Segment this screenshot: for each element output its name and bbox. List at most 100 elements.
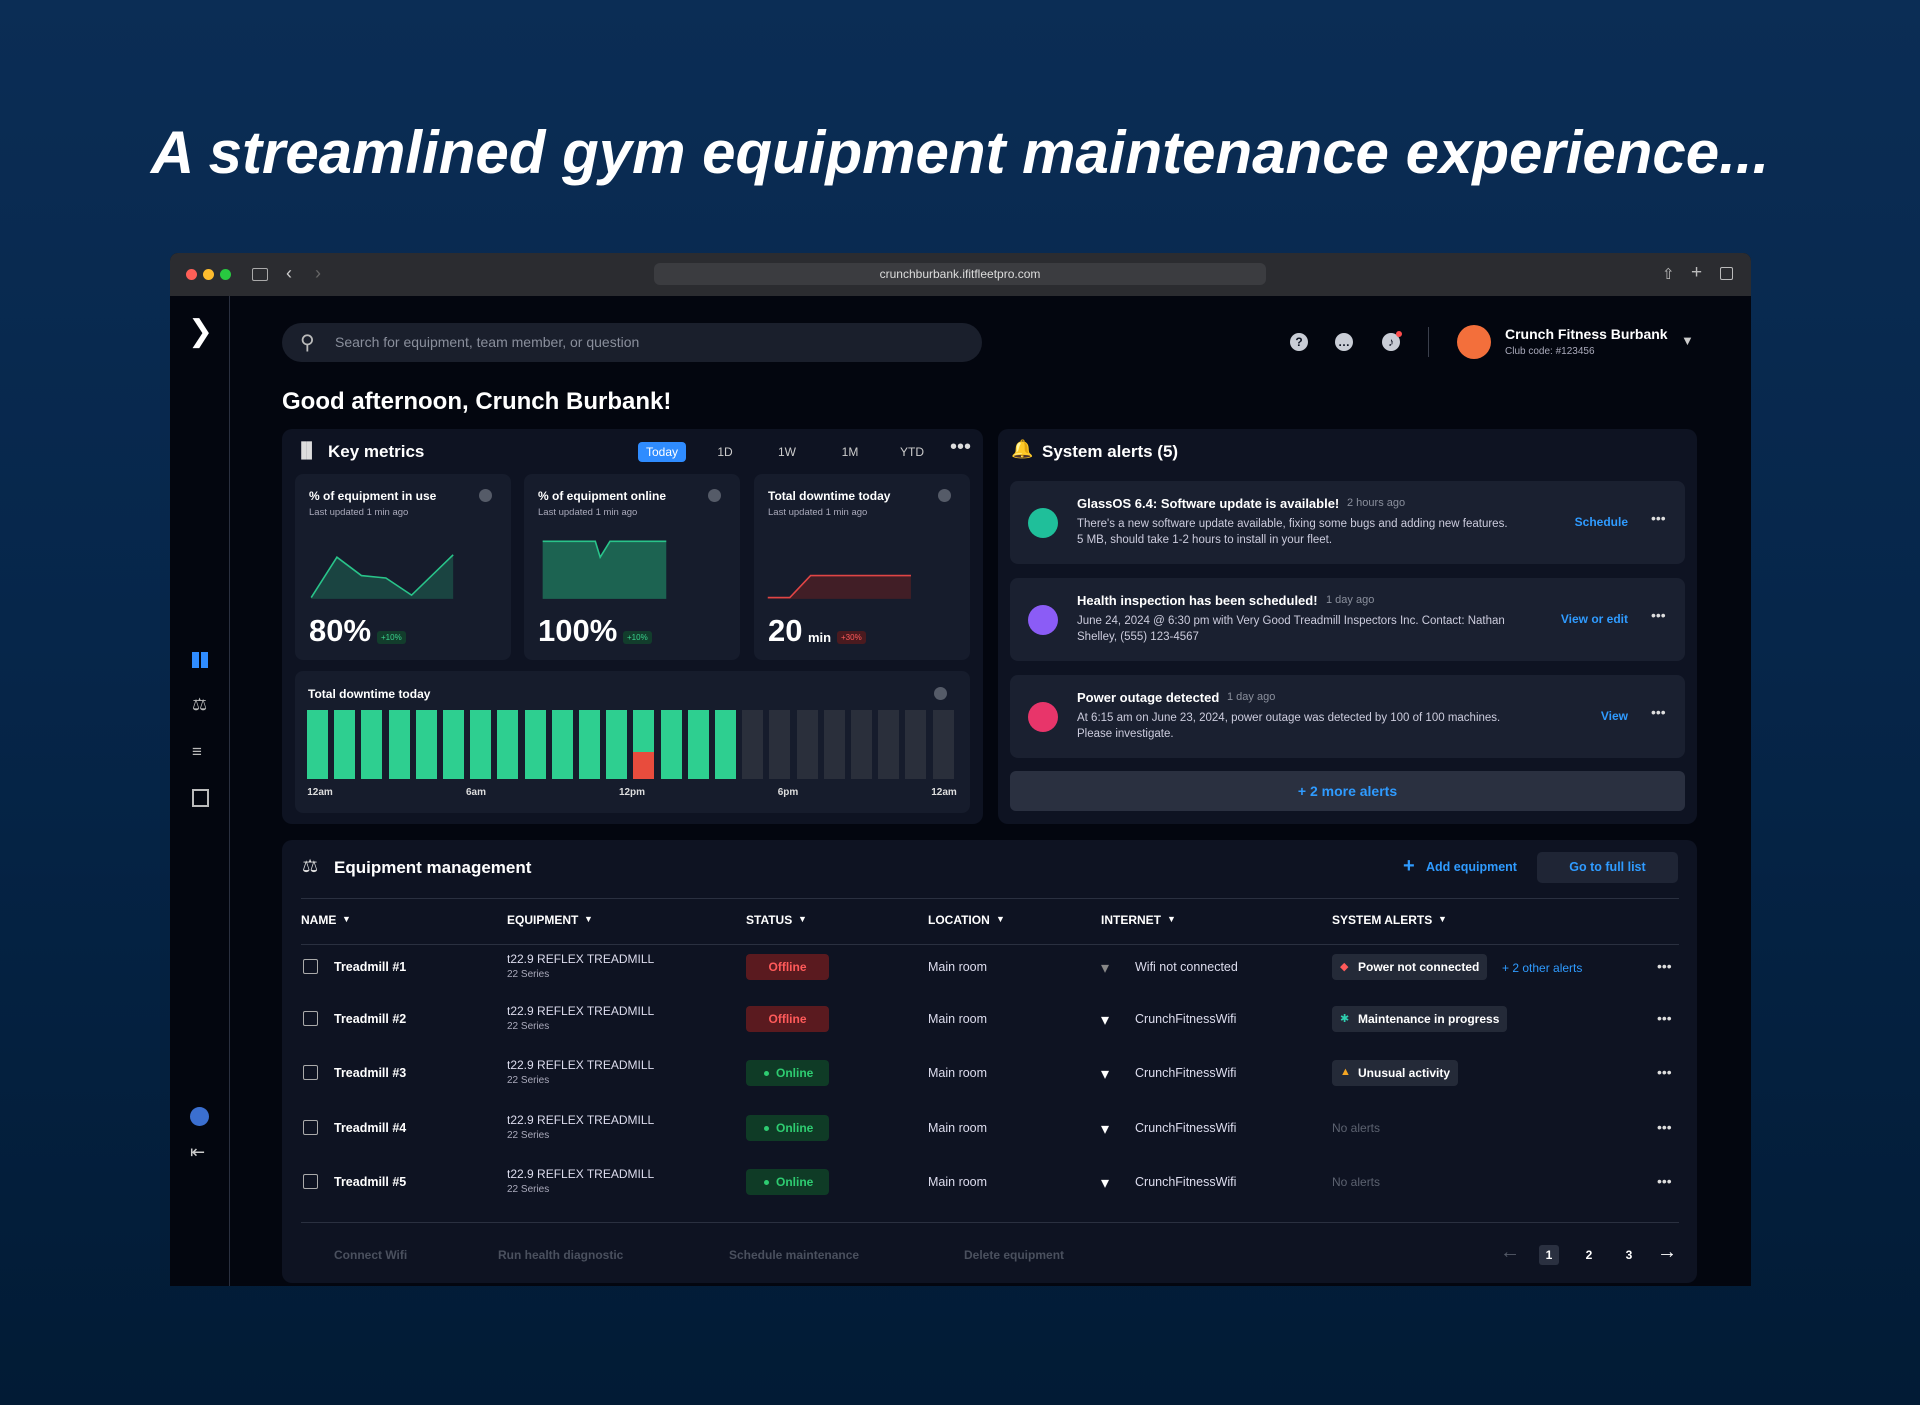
page-number[interactable]: 3 — [1625, 1248, 1633, 1262]
bulk-action[interactable]: Connect Wifi — [334, 1248, 408, 1262]
info-icon[interactable] — [934, 687, 947, 700]
alert-pill[interactable]: Maintenance in progress — [1332, 1006, 1508, 1032]
page-number[interactable]: 2 — [1585, 1248, 1593, 1262]
alert-action[interactable]: View or edit — [1560, 612, 1628, 626]
sidebar-toggle[interactable] — [252, 268, 268, 281]
equipment-name[interactable]: Treadmill #2 — [334, 1012, 407, 1026]
alert-pill[interactable]: Power not connected — [1332, 954, 1488, 980]
equipment-name[interactable]: Treadmill #3 — [334, 1066, 407, 1080]
row-checkbox[interactable] — [303, 1011, 318, 1026]
nav-equipment[interactable]: ⚖ — [192, 695, 208, 714]
bulk-action[interactable]: Delete equipment — [964, 1248, 1065, 1262]
nav-dashboard[interactable] — [192, 652, 208, 668]
alert-menu[interactable]: ••• — [1651, 510, 1666, 526]
alert-action[interactable]: Schedule — [1574, 515, 1628, 529]
club-name[interactable]: Crunch Fitness Burbank — [1505, 326, 1668, 342]
search-icon: ⚲ — [300, 332, 315, 354]
notification-dot — [1396, 331, 1402, 337]
zoom-button[interactable] — [220, 269, 231, 280]
sort-icon[interactable]: ▼ — [996, 914, 1005, 924]
club-dropdown[interactable]: ▼ — [1681, 333, 1694, 348]
alert-title: GlassOS 6.4: Software update is availabl… — [1077, 496, 1340, 511]
go-to-full-list[interactable]: Go to full list — [1537, 852, 1678, 883]
row-menu[interactable]: ••• — [1657, 1064, 1672, 1080]
row-menu[interactable]: ••• — [1657, 958, 1672, 974]
row-checkbox[interactable] — [303, 959, 318, 974]
new-tab-button[interactable]: + — [1691, 262, 1703, 283]
forward-button[interactable]: › — [315, 263, 321, 283]
column-header[interactable]: INTERNET — [1101, 913, 1161, 927]
metrics-menu[interactable]: ••• — [950, 436, 972, 458]
location: Main room — [928, 1121, 988, 1135]
row-checkbox[interactable] — [303, 1174, 318, 1189]
other-alerts[interactable]: + 2 other alerts — [1502, 961, 1583, 975]
downtime-bar — [769, 710, 791, 779]
range-tab[interactable]: 1D — [717, 445, 733, 459]
alert-pill[interactable]: Unusual activity — [1332, 1060, 1459, 1086]
row-menu[interactable]: ••• — [1657, 1119, 1672, 1135]
equipment-name[interactable]: Treadmill #5 — [334, 1175, 407, 1189]
info-icon[interactable] — [938, 489, 951, 502]
alert-menu[interactable]: ••• — [1651, 704, 1666, 720]
info-icon[interactable] — [479, 489, 492, 502]
club-avatar[interactable] — [1457, 325, 1491, 359]
range-tab[interactable]: YTD — [900, 445, 924, 459]
search-bar[interactable] — [282, 323, 982, 362]
add-equipment[interactable]: Add equipment — [1426, 860, 1517, 874]
back-button[interactable]: ‹ — [286, 263, 292, 283]
alert-action[interactable]: View — [1600, 709, 1628, 723]
url-bar[interactable] — [654, 263, 1266, 285]
column-header[interactable]: EQUIPMENT — [507, 913, 579, 927]
page-number[interactable]: 1 — [1539, 1245, 1559, 1265]
logout[interactable]: ⇤ — [190, 1142, 206, 1162]
alert-text: June 24, 2024 @ 6:30 pm with Very Good T… — [1077, 615, 1505, 643]
share-button[interactable]: ⇧ — [1662, 266, 1675, 283]
equipment-panel — [282, 840, 1697, 1283]
sort-icon[interactable]: ▼ — [342, 914, 351, 924]
sort-icon[interactable]: ▼ — [1438, 914, 1447, 924]
row-menu[interactable]: ••• — [1657, 1173, 1672, 1189]
user-avatar[interactable] — [190, 1107, 209, 1126]
nav-table[interactable] — [192, 789, 209, 807]
sort-icon[interactable]: ▼ — [1167, 914, 1176, 924]
downtime-bar — [388, 710, 410, 779]
row-menu[interactable]: ••• — [1657, 1010, 1672, 1026]
sparkline — [767, 574, 911, 599]
equipment-name[interactable]: Treadmill #1 — [334, 960, 407, 974]
status-text: Offline — [768, 1012, 807, 1026]
alert-menu[interactable]: ••• — [1651, 607, 1666, 623]
alert-icon — [1028, 702, 1058, 732]
close-button[interactable] — [186, 269, 197, 280]
x-label: 12am — [307, 787, 333, 798]
prev-page[interactable]: ← — [1500, 1241, 1520, 1263]
info-icon[interactable] — [708, 489, 721, 502]
chat-button[interactable]: … — [1335, 333, 1353, 351]
row-checkbox[interactable] — [303, 1120, 318, 1135]
column-header[interactable]: STATUS — [746, 913, 793, 927]
notifications-button[interactable]: ♪ — [1382, 333, 1400, 351]
more-alerts[interactable]: + 2 more alerts — [1010, 771, 1685, 811]
range-tab[interactable]: 1M — [841, 445, 859, 459]
sort-icon[interactable]: ▼ — [798, 914, 807, 924]
sparkline — [310, 554, 454, 599]
help-button[interactable]: ? — [1290, 333, 1308, 351]
bulk-action[interactable]: Schedule maintenance — [729, 1248, 860, 1262]
rule — [301, 898, 1679, 899]
bulk-action[interactable]: Run health diagnostic — [498, 1248, 624, 1262]
column-header[interactable]: NAME — [301, 913, 337, 927]
equipment-name[interactable]: Treadmill #4 — [334, 1121, 407, 1135]
downtime-bar — [715, 710, 736, 779]
search-placeholder[interactable]: Search for equipment, team member, or qu… — [335, 334, 640, 350]
range-tab[interactable]: Today — [638, 442, 686, 462]
alert-card — [1010, 578, 1685, 661]
next-page[interactable]: → — [1657, 1241, 1677, 1263]
nav-settings[interactable]: ≡ — [192, 742, 202, 761]
tabs-button[interactable] — [1720, 267, 1733, 280]
row-checkbox[interactable] — [303, 1065, 318, 1080]
column-header[interactable]: LOCATION — [928, 913, 990, 927]
range-tab[interactable]: 1W — [778, 445, 796, 459]
logo[interactable]: ❯ — [188, 315, 214, 348]
minimize-button[interactable] — [203, 269, 214, 280]
column-header[interactable]: SYSTEM ALERTS — [1332, 913, 1433, 927]
sort-icon[interactable]: ▼ — [584, 914, 593, 924]
